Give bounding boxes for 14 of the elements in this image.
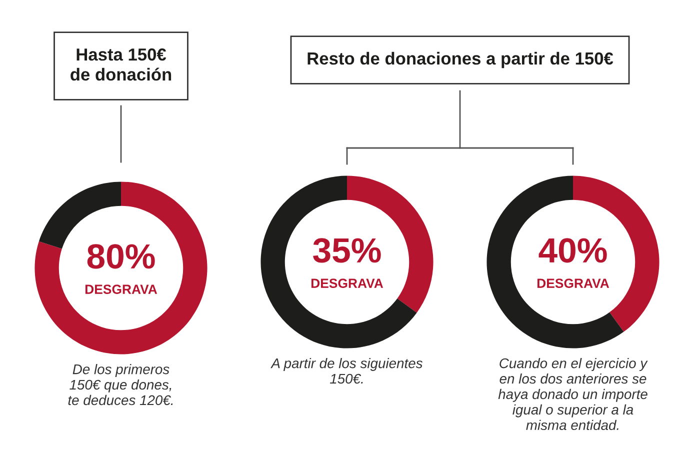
data-label: 40% [538,238,607,263]
text: DESGRAVA [537,278,610,288]
donut-slice [260,176,417,348]
text: De los primeros 150€ que dones, te deduces 120€. [68,364,173,406]
chart-title: Resto de donaciones a partir de 150€ [308,52,614,68]
donut-slice [486,176,624,348]
data-label: 80% [87,244,155,269]
data-label: 35% [313,238,381,263]
text: DESGRAVA [311,278,384,288]
chart-title: Hasta 150€ de donación [70,48,172,81]
donut-slice [34,182,208,354]
text: DESGRAVA [85,284,158,294]
text: Cuando en el ejercicio y en los dos anteriores se haya donado un importe igual o superior a la misma entidad. [498,358,648,430]
text: A partir de los siguientes 150€. [270,358,423,384]
